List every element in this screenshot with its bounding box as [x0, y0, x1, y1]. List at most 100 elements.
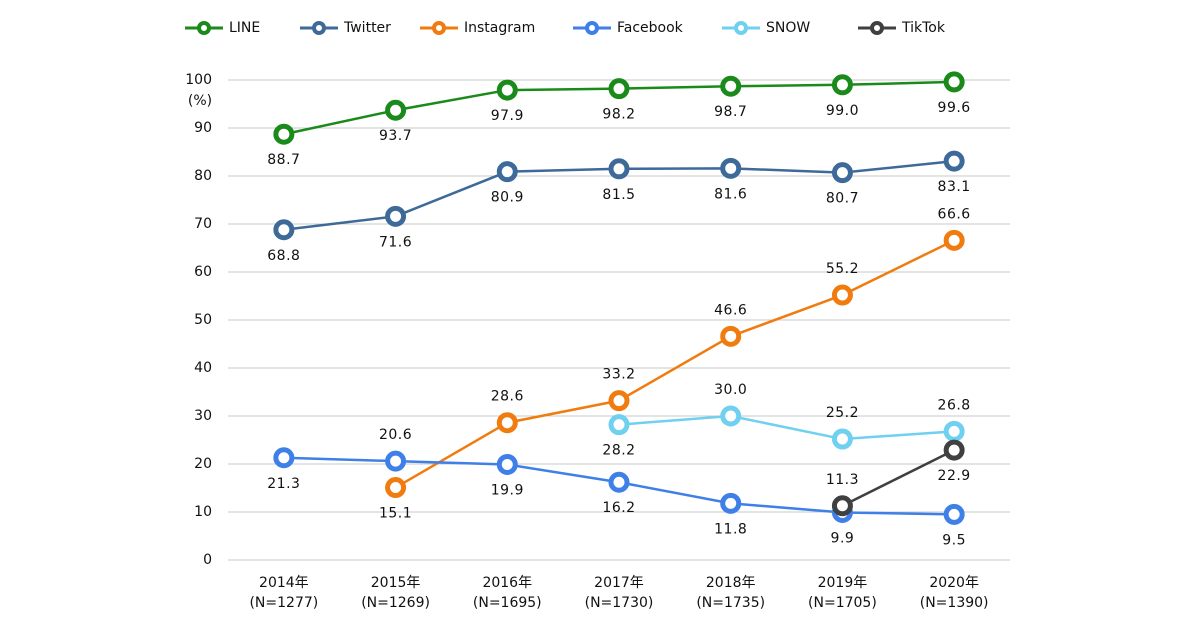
data-point [720, 75, 742, 97]
data-label: 19.9 [491, 482, 524, 498]
data-label: 26.8 [938, 397, 971, 413]
y-tick-label: 0 [203, 552, 212, 568]
legend-label: LINE [229, 20, 260, 36]
y-axis-unit: (%) [188, 93, 212, 109]
series-line [618, 414, 955, 441]
data-label: 22.9 [938, 468, 971, 484]
data-label: 83.1 [938, 179, 971, 195]
legend-marker [870, 21, 884, 35]
data-label: 66.6 [938, 206, 971, 222]
data-label: 16.2 [602, 500, 635, 516]
series-line [394, 239, 955, 489]
legend-marker [585, 21, 599, 35]
x-tick-label: 2016年(N=1695) [473, 575, 542, 611]
x-tick-label: 2014年(N=1277) [249, 575, 318, 611]
data-label: 81.6 [714, 186, 747, 202]
data-label: 21.3 [267, 476, 300, 492]
y-tick-label: 60 [194, 264, 212, 280]
legend-label: Twitter [343, 20, 391, 36]
y-tick-label: 30 [194, 408, 212, 424]
data-point [496, 161, 518, 183]
y-tick-label: 70 [194, 216, 212, 232]
legend-label: Instagram [464, 20, 535, 36]
data-point [608, 78, 630, 100]
y-tick-label: 80 [194, 168, 212, 184]
legend-marker [312, 21, 326, 35]
data-label: 81.5 [602, 187, 635, 203]
y-tick-label: 40 [194, 360, 212, 376]
data-label: 20.6 [379, 427, 412, 443]
data-point [943, 71, 965, 93]
data-label: 9.5 [942, 532, 966, 548]
legend-marker [734, 21, 748, 35]
data-label: 11.8 [714, 521, 747, 537]
data-point [496, 412, 518, 434]
data-label: 9.9 [831, 530, 855, 546]
data-point [831, 428, 853, 450]
data-point [608, 390, 630, 412]
data-label: 99.0 [826, 103, 859, 119]
x-tick-label: 2020年(N=1390) [920, 575, 989, 611]
series-line [841, 448, 955, 507]
data-label: 28.2 [602, 443, 635, 459]
data-label: 98.2 [602, 107, 635, 123]
x-tick-label: 2019年(N=1705) [808, 575, 877, 611]
data-point [385, 477, 407, 499]
data-label: 68.8 [267, 248, 300, 264]
data-label: 99.6 [938, 100, 971, 116]
data-point [720, 492, 742, 514]
y-tick-label: 100 [185, 72, 212, 88]
x-tick-label: 2017年(N=1730) [585, 575, 654, 611]
data-point [943, 150, 965, 172]
data-point [608, 158, 630, 180]
data-point [608, 471, 630, 493]
data-label: 55.2 [826, 261, 859, 277]
data-label: 46.6 [714, 302, 747, 318]
data-point [496, 79, 518, 101]
data-point [831, 495, 853, 517]
data-label: 88.7 [267, 152, 300, 168]
data-point [273, 447, 295, 469]
legend-marker [432, 21, 446, 35]
data-point [831, 74, 853, 96]
data-point [943, 503, 965, 525]
y-tick-label: 20 [194, 456, 212, 472]
data-label: 97.9 [491, 108, 524, 124]
data-point [943, 439, 965, 461]
data-point [385, 99, 407, 121]
data-point [496, 453, 518, 475]
data-label: 28.6 [491, 389, 524, 405]
x-tick-label: 2015年(N=1269) [361, 575, 430, 611]
data-label: 11.3 [826, 472, 859, 488]
data-label: 25.2 [826, 405, 859, 421]
data-point [720, 325, 742, 347]
data-point [273, 219, 295, 241]
x-tick-label: 2018年(N=1735) [696, 575, 765, 611]
y-tick-label: 10 [194, 504, 212, 520]
data-point [608, 414, 630, 436]
data-label: 71.6 [379, 234, 412, 250]
data-label: 33.2 [602, 367, 635, 383]
data-point [385, 205, 407, 227]
data-point [831, 162, 853, 184]
data-point [385, 450, 407, 472]
legend-label: Facebook [617, 20, 684, 36]
y-tick-label: 90 [194, 120, 212, 136]
legend-label: TikTok [901, 20, 946, 36]
legend-label: SNOW [766, 20, 810, 36]
data-label: 98.7 [714, 104, 747, 120]
data-label: 15.1 [379, 506, 412, 522]
data-point [943, 420, 965, 442]
y-tick-label: 50 [194, 312, 212, 328]
data-label: 80.7 [826, 191, 859, 207]
data-point [720, 405, 742, 427]
legend-marker [197, 21, 211, 35]
data-label: 30.0 [714, 382, 747, 398]
data-point [273, 123, 295, 145]
data-point [831, 284, 853, 306]
data-point [720, 157, 742, 179]
data-point [943, 229, 965, 251]
data-label: 80.9 [491, 190, 524, 206]
data-label: 93.7 [379, 128, 412, 144]
